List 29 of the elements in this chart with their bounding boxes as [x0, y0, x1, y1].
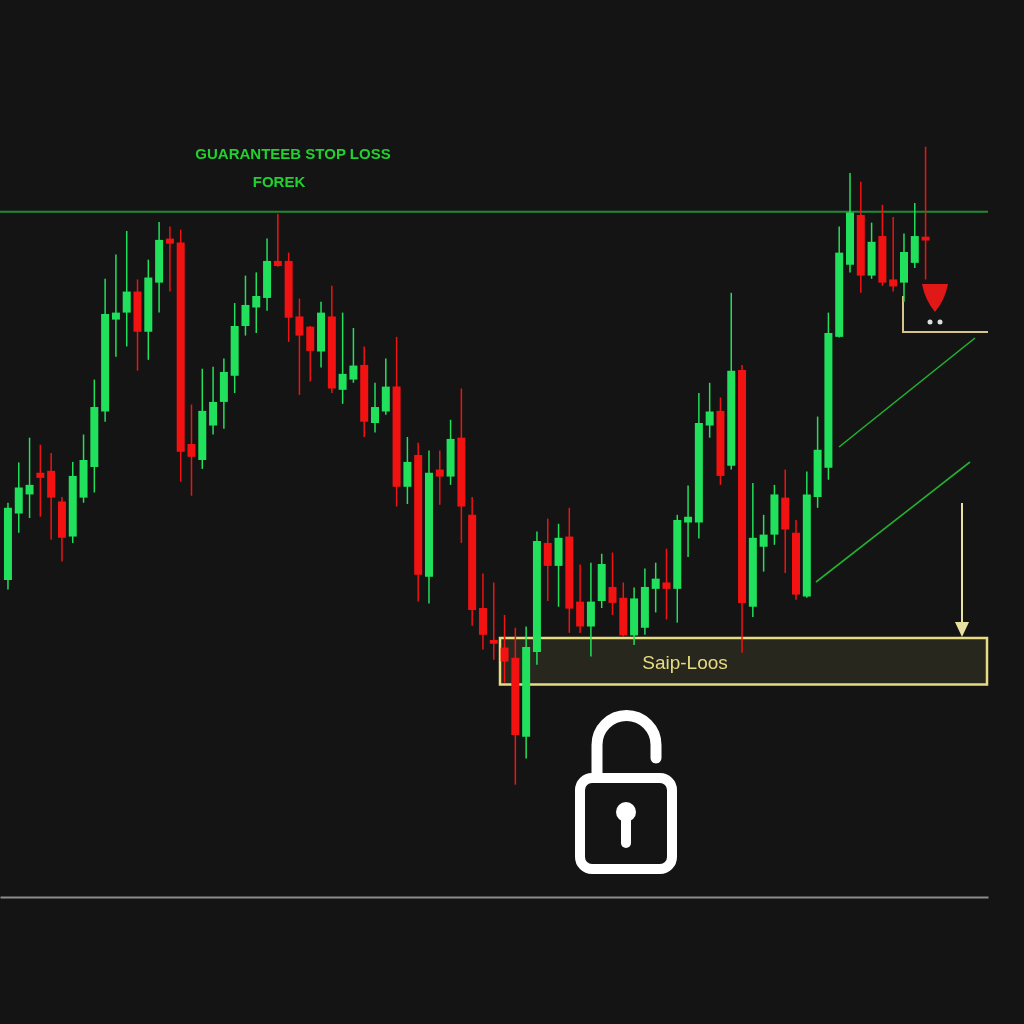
candlestick	[662, 547, 671, 621]
candlestick	[349, 327, 358, 384]
candlestick	[500, 614, 509, 684]
candlestick	[111, 253, 120, 358]
band-label: Saip-Loos	[642, 651, 728, 673]
chart-title: GUARANTEEB STOP LOSS	[195, 145, 391, 162]
candlestick	[241, 274, 250, 337]
candlestick	[209, 366, 218, 436]
candlestick	[435, 449, 444, 506]
candlestick	[273, 212, 282, 268]
candlestick	[889, 216, 898, 293]
candlestick	[187, 403, 196, 497]
candlestick	[651, 561, 660, 614]
candlestick	[36, 443, 45, 518]
candlestick	[543, 517, 552, 602]
text: FOREK	[252, 173, 306, 190]
candlestick	[165, 225, 174, 293]
candlestick	[338, 311, 347, 405]
candlestick	[759, 514, 768, 573]
candlestick	[608, 551, 617, 616]
candlestick	[489, 581, 498, 661]
candlestick	[25, 436, 34, 519]
candlestick	[295, 297, 304, 396]
candlestick	[705, 382, 714, 439]
candlestick	[684, 484, 693, 558]
candlestick	[371, 382, 380, 434]
candlestick	[921, 145, 930, 281]
candlestick	[252, 271, 261, 334]
candlestick	[122, 230, 131, 348]
